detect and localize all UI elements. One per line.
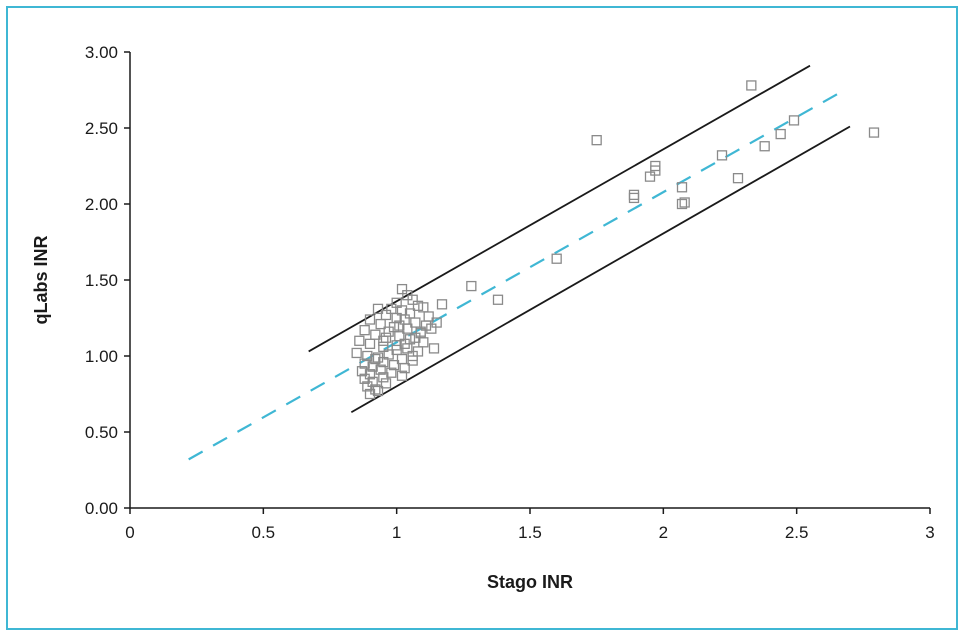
data-point	[364, 338, 376, 349]
data-point	[391, 297, 402, 308]
data-point	[412, 300, 424, 311]
data-point	[410, 332, 421, 343]
x-tick-label: 1	[392, 523, 401, 542]
data-point	[380, 309, 392, 321]
data-point	[759, 141, 770, 152]
data-point	[868, 127, 880, 138]
data-point	[378, 335, 389, 346]
y-tick-label: 2.00	[85, 195, 118, 214]
data-point	[591, 135, 602, 146]
data-point	[372, 385, 384, 397]
data-point	[388, 359, 400, 371]
data-point	[420, 320, 432, 331]
data-point	[716, 150, 728, 161]
data-point	[492, 294, 504, 305]
data-point	[367, 361, 378, 372]
data-point	[399, 338, 410, 349]
data-point	[359, 358, 370, 369]
limit-line	[308, 64, 811, 353]
data-point	[359, 373, 370, 384]
data-point	[396, 370, 408, 381]
data-point	[364, 388, 376, 400]
data-point	[775, 128, 786, 140]
x-tick-label: 0.5	[252, 523, 276, 542]
data-point	[394, 320, 405, 331]
x-axis-title: Stago INR	[487, 572, 573, 592]
data-point	[356, 366, 368, 377]
data-point	[746, 80, 757, 91]
data-point	[466, 280, 477, 292]
x-tick-label: 2.5	[785, 523, 809, 542]
y-ticks: 0.00 0.50 1.00 1.50 2.00 2.50 3.00	[85, 43, 130, 518]
y-tick-label: 2.50	[85, 119, 118, 138]
data-point	[418, 302, 429, 313]
data-point	[407, 350, 418, 362]
x-ticks: 0 0.5 1 1.5 2 2.5 3	[125, 508, 935, 542]
limit-line	[350, 125, 851, 414]
data-point	[788, 115, 800, 126]
y-tick-label: 0.50	[85, 423, 118, 442]
chart-frame	[6, 6, 958, 630]
data-point	[436, 299, 448, 310]
axes	[129, 52, 930, 509]
x-tick-label: 2	[659, 523, 668, 542]
data-point	[410, 317, 421, 328]
data-point	[383, 326, 394, 337]
data-point	[551, 253, 562, 264]
x-tick-label: 0	[125, 523, 134, 542]
data-point	[380, 378, 392, 389]
data-point	[351, 347, 362, 359]
data-point	[391, 344, 402, 356]
y-tick-label: 0.00	[85, 499, 118, 518]
data-point	[375, 364, 386, 375]
x-tick-label: 1.5	[518, 523, 542, 542]
data-point	[404, 308, 416, 319]
data-point	[426, 323, 437, 334]
y-tick-label: 1.50	[85, 271, 118, 290]
data-point	[428, 343, 440, 354]
data-point	[359, 325, 370, 336]
data-point	[386, 303, 397, 315]
data-point	[399, 363, 410, 374]
data-point	[370, 353, 381, 365]
data-point	[644, 171, 656, 182]
data-point	[431, 317, 442, 328]
data-point	[354, 335, 365, 346]
data-point	[402, 323, 413, 334]
data-point	[732, 173, 744, 184]
data-point	[362, 350, 373, 362]
data-point	[380, 332, 392, 343]
data-point	[364, 314, 376, 325]
data-point	[679, 197, 690, 208]
data-point	[396, 283, 408, 295]
data-point	[378, 372, 389, 383]
data-point	[370, 329, 381, 340]
y-tick-label: 3.00	[85, 43, 118, 62]
data-point	[628, 189, 640, 201]
data-point	[676, 198, 688, 210]
data-point	[372, 303, 384, 315]
data-point	[375, 318, 386, 330]
data-point	[407, 294, 418, 305]
data-point	[650, 165, 661, 176]
data-point	[378, 356, 389, 368]
x-tick-label: 3	[925, 523, 934, 542]
data-point	[362, 381, 373, 392]
plot-area	[188, 64, 880, 461]
data-point	[628, 192, 640, 204]
data-point	[676, 182, 688, 193]
regression-line	[188, 90, 843, 461]
y-axis-title: qLabs INR	[31, 235, 51, 324]
data-point	[378, 341, 389, 353]
y-tick-label: 1.00	[85, 347, 118, 366]
